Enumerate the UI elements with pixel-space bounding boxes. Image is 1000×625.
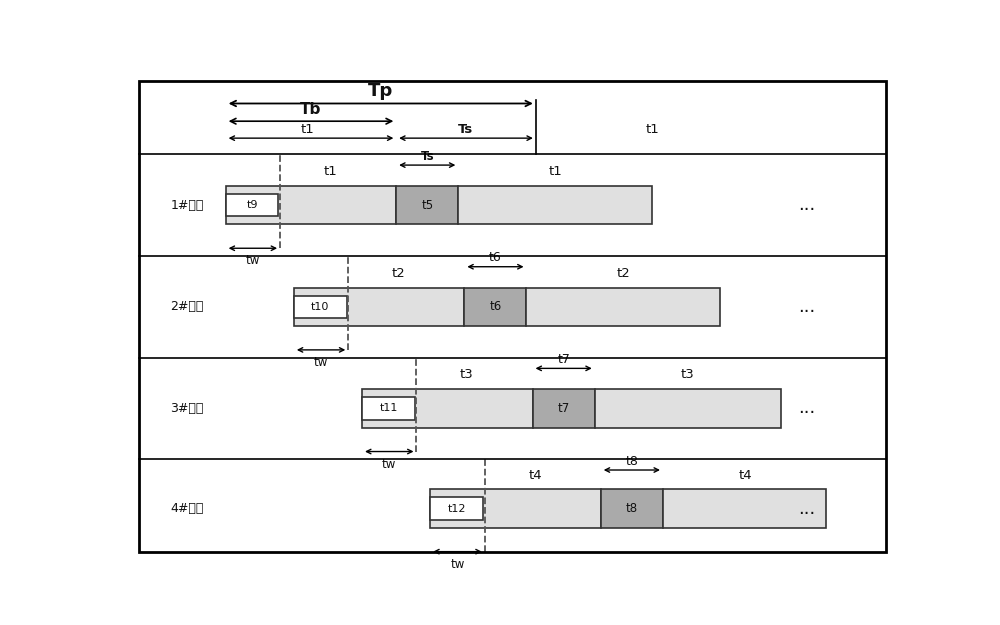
Bar (396, 186, 458, 224)
Text: 1#烧嘴: 1#烧嘴 (170, 199, 204, 212)
Bar (526, 288, 720, 326)
Text: t7: t7 (558, 402, 570, 415)
Text: tw: tw (246, 254, 260, 268)
Text: Tb: Tb (300, 102, 322, 118)
Text: ...: ... (798, 298, 816, 316)
Text: t9: t9 (246, 200, 258, 210)
Text: tw: tw (314, 356, 328, 369)
Bar (430, 498, 483, 519)
Text: ...: ... (798, 399, 816, 418)
Text: ...: ... (798, 196, 816, 214)
Text: Ts: Ts (420, 150, 434, 162)
Bar (458, 186, 652, 224)
Text: t1: t1 (645, 123, 659, 136)
Text: t4: t4 (738, 469, 752, 481)
Text: t12: t12 (447, 504, 466, 514)
Text: ...: ... (798, 499, 816, 518)
Text: t8: t8 (625, 455, 638, 468)
Bar (294, 296, 347, 318)
Text: t3: t3 (460, 369, 474, 381)
Text: t8: t8 (626, 502, 638, 515)
Bar (595, 389, 781, 428)
Text: t5: t5 (421, 199, 433, 212)
Bar (663, 489, 826, 528)
Text: t2: t2 (616, 267, 630, 280)
Text: Ts: Ts (458, 123, 474, 136)
Text: t4: t4 (528, 469, 542, 481)
Text: 2#烧嘴: 2#烧嘴 (170, 300, 204, 313)
Text: tw: tw (382, 458, 396, 471)
Text: t1: t1 (300, 123, 314, 136)
Bar (226, 186, 396, 224)
Bar (601, 489, 663, 528)
Bar (294, 288, 464, 326)
Bar (533, 389, 595, 428)
Text: t6: t6 (489, 300, 502, 313)
Text: t3: t3 (681, 369, 695, 381)
Text: 3#烧嘴: 3#烧嘴 (170, 402, 204, 415)
Text: tw: tw (450, 558, 465, 571)
Bar (226, 194, 278, 216)
Text: t6: t6 (489, 251, 502, 264)
Text: t2: t2 (392, 267, 405, 280)
Text: t11: t11 (379, 403, 398, 413)
Bar (464, 288, 526, 326)
Text: Tp: Tp (368, 82, 393, 99)
Bar (362, 398, 415, 419)
Bar (430, 489, 601, 528)
Text: t10: t10 (311, 302, 329, 312)
Text: t7: t7 (557, 353, 570, 366)
Bar (362, 389, 533, 428)
Text: t1: t1 (324, 165, 337, 178)
Text: 4#烧嘴: 4#烧嘴 (170, 502, 204, 515)
Text: t1: t1 (548, 165, 562, 178)
